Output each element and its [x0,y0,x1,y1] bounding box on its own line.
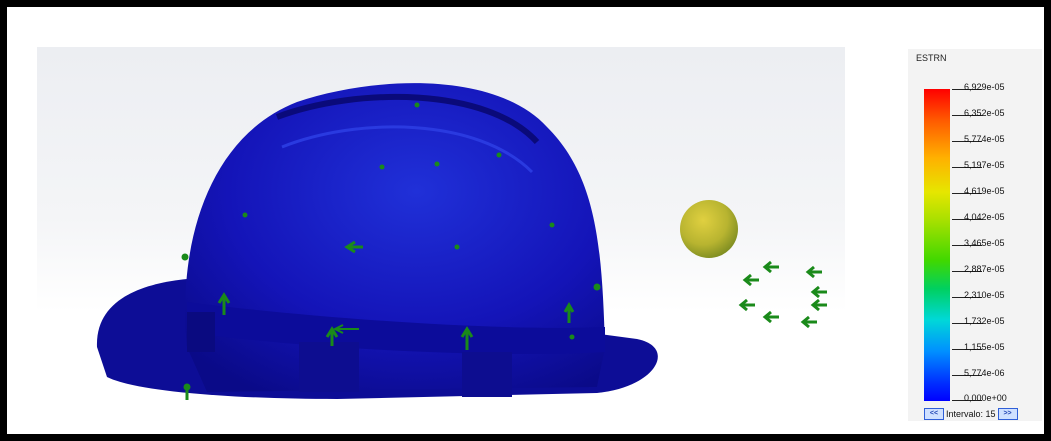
interval-label: Intervalo: 15 [946,409,996,419]
legend-value: 6,929e-05 [964,82,1005,92]
legend-value: 2,310e-05 [964,290,1005,300]
3d-viewport[interactable] [37,47,845,425]
legend-value: 4,619e-05 [964,186,1005,196]
load-arrows-helmet [181,102,601,400]
result-title: ESTRN [916,53,947,63]
legend-value: 1,155e-05 [964,342,1005,352]
impact-sphere [680,200,738,258]
legend-value: 4,042e-05 [964,212,1005,222]
legend-value: 2,887e-05 [964,264,1005,274]
legend-value: 0,000e+00 [964,393,1007,403]
prev-interval-button[interactable]: << [924,408,944,420]
result-legend: ESTRN 6,929e-05 6,352e-05 5,774e-05 5,19… [908,49,1042,421]
legend-value: 5,774e-06 [964,368,1005,378]
helmet-band [187,302,605,355]
legend-value: 3,465e-05 [964,238,1005,248]
helmet-ridge [275,93,540,145]
legend-value: 6,352e-05 [964,108,1005,118]
load-arrows-ring [738,260,827,329]
next-interval-button[interactable]: >> [997,408,1018,420]
interval-navigator: << Intervalo: 15 >> [924,407,1018,421]
legend-value: 5,197e-05 [964,160,1005,170]
legend-value: 1,732e-05 [964,316,1005,326]
colorbar [924,89,950,401]
legend-value: 5,774e-05 [964,134,1005,144]
model-render [96,83,827,400]
